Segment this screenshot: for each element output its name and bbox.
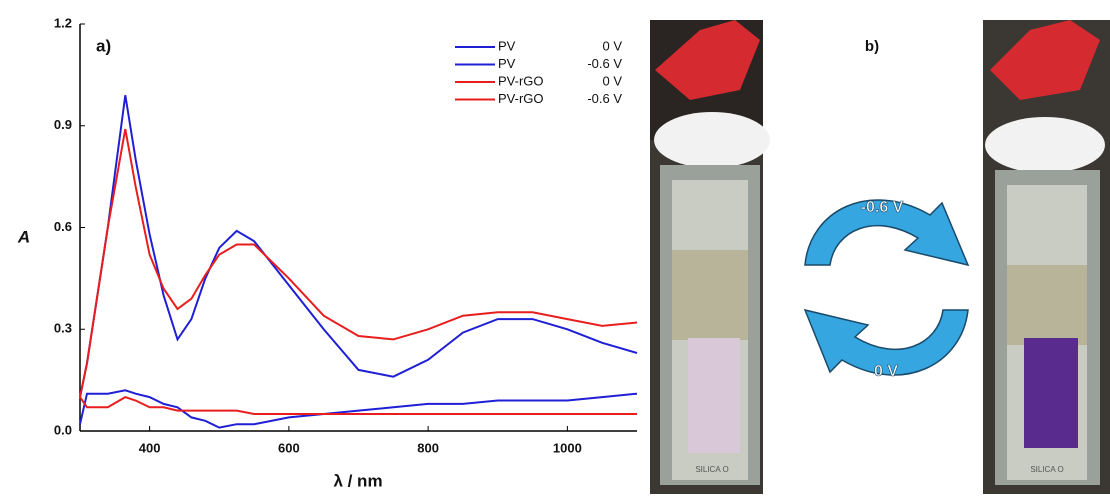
legend-potential: -0.6 V	[587, 56, 622, 71]
panel-label: b)	[865, 38, 879, 55]
reduction-arrow	[804, 199, 970, 267]
photo-before: SILICA O	[650, 20, 770, 494]
oxidation-arrow	[803, 308, 969, 376]
y-tick-label: 0.0	[54, 422, 72, 437]
x-tick-label: 600	[278, 440, 300, 455]
y-tick-label: 0.9	[54, 117, 72, 132]
oxidation-label: 0 V	[874, 363, 898, 380]
legend-name: PV	[498, 56, 516, 71]
legend-potential: 0 V	[602, 73, 622, 88]
x-tick-label: 1000	[553, 440, 582, 455]
y-axis-label: A	[17, 227, 30, 246]
y-tick-label: 0.6	[54, 219, 72, 234]
legend-potential: -0.6 V	[587, 91, 622, 106]
legend-potential: 0 V	[602, 38, 622, 53]
reduction-label: -0.6 V	[861, 199, 904, 216]
series-line	[79, 389, 638, 429]
y-tick-label: 1.2	[54, 15, 72, 30]
series-line	[79, 128, 638, 398]
x-tick-label: 800	[417, 440, 439, 455]
legend-name: PV	[498, 38, 516, 53]
x-axis-label: λ / nm	[333, 471, 382, 490]
legend-name: PV-rGO	[498, 91, 544, 106]
series-line	[79, 95, 638, 398]
cell-marking: SILICA O	[695, 465, 728, 474]
panel-label: a)	[96, 36, 111, 55]
photo-after: SILICA O	[983, 20, 1110, 494]
series-line	[79, 396, 637, 415]
x-tick-label: 400	[139, 440, 161, 455]
y-tick-label: 0.3	[54, 321, 72, 336]
legend-name: PV-rGO	[498, 73, 544, 88]
cell-marking: SILICA O	[1030, 465, 1063, 474]
